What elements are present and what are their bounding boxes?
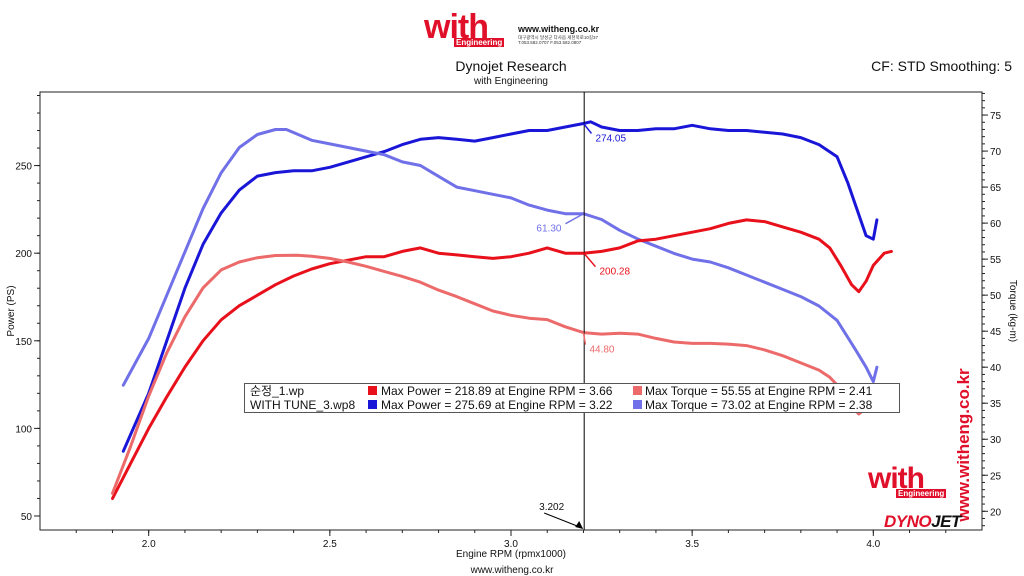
dynojet-logo-part-a: DYNO [884,512,932,531]
annotation-label: 274.05 [595,133,626,144]
header-site-url: www.witheng.co.kr [518,24,600,34]
y2-tick-label: 65 [990,183,1002,194]
header-contact-info: 대구광역시 달성군 다사읍 세천북로10길37 T.053.582.0707 F… [518,35,599,45]
legend-swatch-power [368,386,377,395]
y2-tick-label: 55 [990,255,1002,266]
legend-file-name: 순정_1.wp [250,384,305,398]
y2-tick-label: 60 [990,219,1002,230]
legend-swatch-power [368,400,377,409]
annotation-leader [582,332,587,345]
y2-tick-label: 70 [990,147,1002,158]
dynojet-logo: DYNOJET [884,512,961,532]
y2-tick-label: 35 [990,399,1002,410]
x-tick-label: 2.5 [323,539,337,550]
y-tick-label: 100 [15,424,32,435]
footer-url: www.witheng.co.kr [470,565,554,576]
dynojet-logo-part-b: JET [931,512,961,531]
series-line [111,218,893,500]
cursor-label: 3.202 [539,502,564,513]
plot-frame [39,91,983,531]
annotation-leader [565,213,584,225]
y-tick-label: 150 [15,337,32,348]
x-tick-label: 3.5 [685,539,699,550]
chart-legend: 순정_1.wp Max Power = 218.89 at Engine RPM… [244,383,900,413]
chart-subtitle: with Engineering [474,76,548,87]
x-tick-label: 3.0 [504,539,518,550]
annotation-leader [582,252,597,268]
legend-swatch-torque [633,386,642,395]
y2-tick-label: 40 [990,363,1002,374]
legend-power-text: Max Power = 275.69 at Engine RPM = 3.22 [381,398,613,412]
series-line [121,128,879,387]
annotation-leader [582,122,593,134]
y2-tick-label: 30 [990,435,1002,446]
legend-file-name: WITH TUNE_3.wp8 [250,398,356,412]
series-line [121,120,879,453]
with-engineering-logo: with Engineering [424,8,508,52]
annotation-label: 200.28 [599,267,630,278]
legend-swatch-torque [633,400,642,409]
cursor-arrow [575,521,584,529]
y-tick-label: 50 [21,512,33,523]
logo-subtext: Engineering [454,38,505,47]
y-tick-label: 200 [15,249,32,260]
y2-tick-label: 20 [990,507,1002,518]
y2-tick-label: 45 [990,327,1002,338]
y2-tick-label: 25 [990,471,1002,482]
correction-factor-label: CF: STD Smoothing: 5 [871,58,1012,74]
legend-torque-text: Max Torque = 55.55 at Engine RPM = 2.41 [645,384,873,398]
annotation-label: 44.80 [589,345,614,356]
y2-tick-label: 75 [990,111,1002,122]
x-tick-label: 4.0 [866,539,880,550]
vertical-site-text: www.witheng.co.kr [954,368,973,522]
chart-title: Dynojet Research [455,58,567,74]
annotation-label: 61.30 [536,224,561,235]
x-tick-label: 2.0 [142,539,156,550]
with-engineering-logo-bottom: with Engineering [868,462,952,502]
series-line [111,253,893,495]
legend-power-text: Max Power = 218.89 at Engine RPM = 3.66 [381,384,613,398]
y2-tick-label: 50 [990,291,1002,302]
y2-axis-label: Torque (kg-m) [1007,280,1018,342]
x-axis-label: Engine RPM (rpmx1000) [456,549,566,560]
legend-torque-text: Max Torque = 73.02 at Engine RPM = 2.38 [645,398,873,412]
logo-subtext: Engineering [896,489,947,498]
y-axis-label: Power (PS) [6,285,17,336]
y-tick-label: 250 [15,162,32,173]
cursor-pointer [544,512,583,529]
